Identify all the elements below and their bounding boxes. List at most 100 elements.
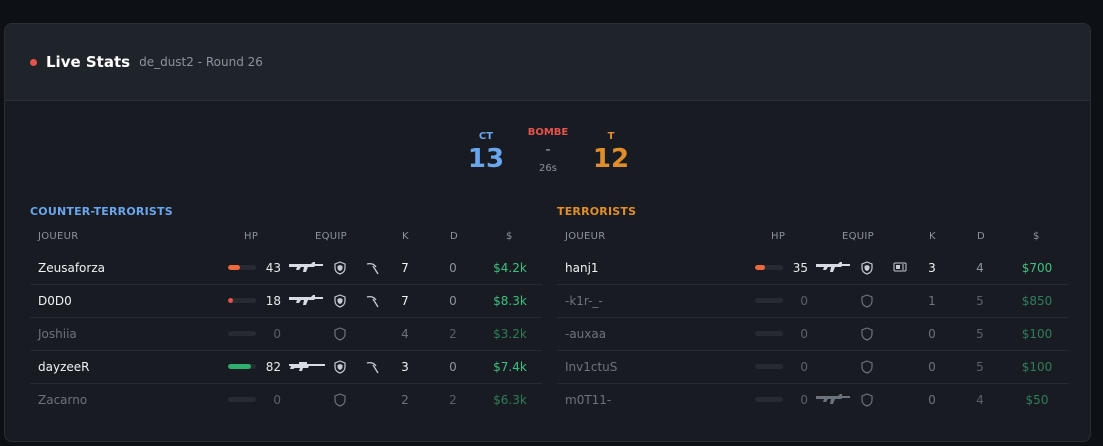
player-row[interactable]: m0T11- 0 0 4 $50 xyxy=(557,384,1069,417)
kills-value: 7 xyxy=(401,294,409,308)
armor-helmet-icon xyxy=(334,360,346,374)
ct-team-name: COUNTER-TERRORISTS xyxy=(30,205,173,218)
hp-value: 35 xyxy=(792,261,808,275)
bomb-state: - xyxy=(545,142,551,158)
money-value: $4.2k xyxy=(493,261,527,275)
hp-bar xyxy=(228,265,256,270)
live-indicator-icon xyxy=(30,58,37,66)
hp-value: 0 xyxy=(800,294,808,308)
money-value: $8.3k xyxy=(493,294,527,308)
player-row[interactable]: D0D0 18 7 0 $8.3k xyxy=(30,285,542,318)
kills-value: 1 xyxy=(928,294,936,308)
player-row[interactable]: -k1r-_- 0 1 5 $850 xyxy=(557,285,1069,318)
bomb-icon xyxy=(893,261,907,273)
armor-empty-icon xyxy=(861,393,873,407)
armor-helmet-icon xyxy=(861,261,873,275)
player-row[interactable]: hanj1 35 3 4 $700 xyxy=(557,252,1069,285)
hp-value: 43 xyxy=(265,261,281,275)
hp-bar xyxy=(755,331,783,336)
armor-empty-icon xyxy=(334,393,346,407)
kills-value: 2 xyxy=(401,393,409,407)
hp-bar xyxy=(228,364,256,369)
scoreboard: CT 13 BOMBE - 26s T 12 xyxy=(5,124,1090,194)
money-value: $100 xyxy=(1021,327,1053,341)
kills-value: 3 xyxy=(928,261,936,275)
money-value: $100 xyxy=(1021,360,1053,374)
hp-value: 0 xyxy=(800,327,808,341)
player-row[interactable]: -auxaa 0 0 5 $100 xyxy=(557,318,1069,351)
player-row[interactable]: dayzeeR 82 3 0 $7.4k xyxy=(30,351,542,384)
money-value: $50 xyxy=(1025,393,1049,407)
round-timer: 26s xyxy=(539,163,557,174)
defuse-kit-icon xyxy=(366,261,380,275)
hp-bar xyxy=(228,397,256,402)
armor-helmet-icon xyxy=(334,294,346,308)
deaths-value: 5 xyxy=(976,327,984,341)
rifle-icon xyxy=(815,261,851,273)
deaths-value: 5 xyxy=(976,360,984,374)
player-row[interactable]: Joshiia 0 4 2 $3.2k xyxy=(30,318,542,351)
money-value: $6.3k xyxy=(493,393,527,407)
col-deaths: D xyxy=(977,231,986,242)
money-value: $7.4k xyxy=(493,360,527,374)
panel-header: Live Stats de_dust2 - Round 26 xyxy=(5,24,1090,101)
hp-value: 0 xyxy=(800,360,808,374)
col-hp: HP xyxy=(771,231,786,242)
hp-value: 0 xyxy=(273,327,281,341)
bomb-label: BOMBE xyxy=(527,127,569,138)
deaths-value: 0 xyxy=(449,294,457,308)
ct-score: 13 xyxy=(467,144,505,174)
live-stats-panel: Live Stats de_dust2 - Round 26 CT 13 BOM… xyxy=(4,23,1091,442)
t-team-table: TERRORISTS JOUEUR HP EQUIP K D $ hanj1 35… xyxy=(557,204,1069,417)
t-team-name: TERRORISTS xyxy=(557,205,637,218)
col-money: $ xyxy=(1033,231,1040,242)
player-row[interactable]: Zeusaforza 43 7 0 $4.2k xyxy=(30,252,542,285)
t-label: T xyxy=(607,131,615,142)
deaths-value: 5 xyxy=(976,294,984,308)
armor-helmet-icon xyxy=(334,261,346,275)
col-money: $ xyxy=(506,231,513,242)
player-name: m0T11- xyxy=(565,393,612,407)
kills-value: 7 xyxy=(401,261,409,275)
deaths-value: 0 xyxy=(449,360,457,374)
player-name: -auxaa xyxy=(565,327,607,341)
player-name: Joshiia xyxy=(38,327,77,341)
player-row[interactable]: Inv1ctuS 0 0 5 $100 xyxy=(557,351,1069,384)
deaths-value: 4 xyxy=(976,393,984,407)
hp-bar-fill xyxy=(228,265,241,270)
player-name: -k1r-_- xyxy=(565,294,603,308)
player-name: hanj1 xyxy=(565,261,599,275)
kills-value: 0 xyxy=(928,393,936,407)
hp-value: 0 xyxy=(273,393,281,407)
table-header: JOUEUR HP EQUIP K D $ xyxy=(30,227,542,252)
t-score-block: T 12 xyxy=(571,124,651,174)
hp-bar-fill xyxy=(755,265,765,270)
money-value: $700 xyxy=(1021,261,1053,275)
player-name: D0D0 xyxy=(38,294,72,308)
hp-bar xyxy=(755,298,783,303)
ct-team-table: COUNTER-TERRORISTS JOUEUR HP EQUIP K D $… xyxy=(30,204,542,417)
panel-title: Live Stats xyxy=(46,53,131,71)
col-hp: HP xyxy=(244,231,259,242)
ct-rows: Zeusaforza 43 7 0 $4.2k D0D0 18 7 0 $8.3k Joshiia 0… xyxy=(30,252,542,417)
armor-empty-icon xyxy=(861,327,873,341)
table-header: JOUEUR HP EQUIP K D $ xyxy=(557,227,1069,252)
money-value: $850 xyxy=(1021,294,1053,308)
sniper-icon xyxy=(288,360,326,372)
player-row[interactable]: Zacarno 0 2 2 $6.3k xyxy=(30,384,542,417)
player-name: Zeusaforza xyxy=(38,261,105,275)
deaths-value: 2 xyxy=(449,327,457,341)
col-player: JOUEUR xyxy=(565,231,606,242)
deaths-value: 4 xyxy=(976,261,984,275)
armor-empty-icon xyxy=(861,294,873,308)
defuse-kit-icon xyxy=(366,360,380,374)
ct-score-block: CT 13 xyxy=(446,124,526,174)
hp-bar xyxy=(228,331,256,336)
hp-bar-fill xyxy=(228,364,251,369)
col-kills: K xyxy=(402,231,409,242)
t-score: 12 xyxy=(592,144,630,174)
kills-value: 0 xyxy=(928,360,936,374)
kills-value: 0 xyxy=(928,327,936,341)
hp-value: 82 xyxy=(265,360,281,374)
player-name: dayzeeR xyxy=(38,360,90,374)
